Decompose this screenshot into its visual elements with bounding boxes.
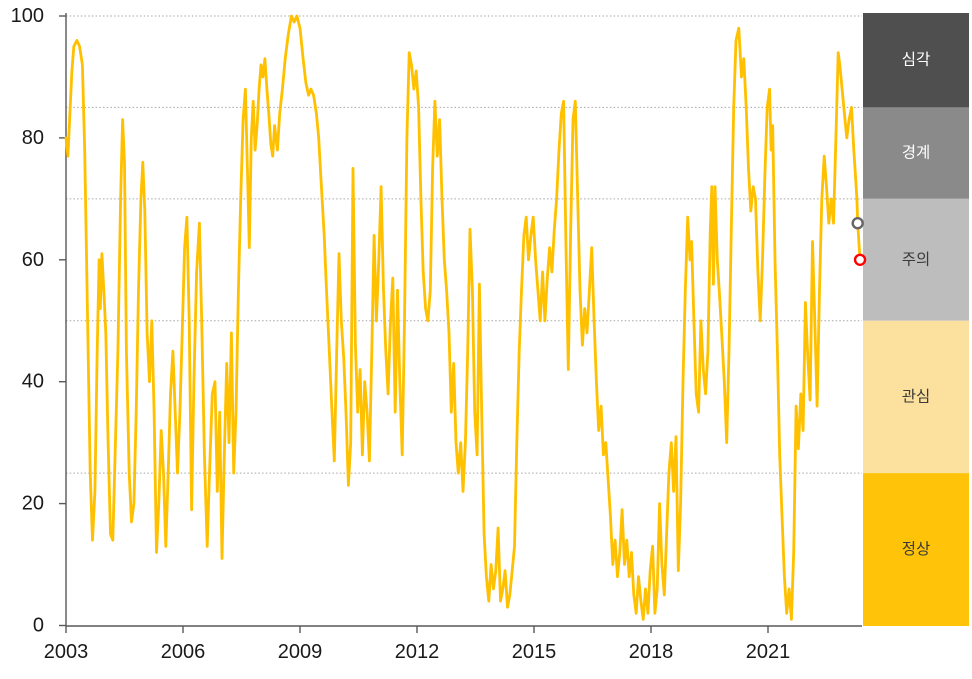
y-tick-label-0: 0 xyxy=(33,615,44,637)
end-markers xyxy=(851,217,867,266)
zone-band-정상 xyxy=(863,473,969,626)
y-tick-label-20: 20 xyxy=(22,493,44,515)
x-tick-label-2012: 2012 xyxy=(395,641,440,663)
series-polyline xyxy=(64,14,862,621)
y-tick-label-60: 60 xyxy=(22,249,44,271)
y-axis-ticks: 0 20 40 60 80 100 xyxy=(11,5,66,637)
y-tick-label-100: 100 xyxy=(11,5,44,27)
series-line xyxy=(64,14,862,621)
zone-label-경계: 경계 xyxy=(902,144,931,162)
zone-label-정상: 정상 xyxy=(902,540,931,558)
x-tick-label-2003: 2003 xyxy=(44,641,89,663)
zone-label-심각: 심각 xyxy=(902,51,931,69)
y-tick-label-40: 40 xyxy=(22,371,44,393)
zone-band-주의 xyxy=(863,198,969,321)
x-tick-label-2018: 2018 xyxy=(629,641,674,663)
x-tick-label-2006: 2006 xyxy=(161,641,206,663)
x-tick-label-2009: 2009 xyxy=(278,641,323,663)
zone-label-주의: 주의 xyxy=(902,250,931,268)
zone-band-관심 xyxy=(863,320,969,474)
y-tick-label-80: 80 xyxy=(22,127,44,149)
previous-marker xyxy=(851,217,864,230)
zone-label-관심: 관심 xyxy=(902,387,931,405)
x-tick-label-2021: 2021 xyxy=(746,641,791,663)
zone-band-심각 xyxy=(863,13,969,108)
latest-marker xyxy=(853,253,867,266)
zone-band-경계 xyxy=(863,107,969,199)
axes xyxy=(65,13,862,627)
x-tick-label-2015: 2015 xyxy=(512,641,557,663)
x-axis-ticks: 2003 2006 2009 2012 2015 2018 2021 xyxy=(44,626,791,663)
